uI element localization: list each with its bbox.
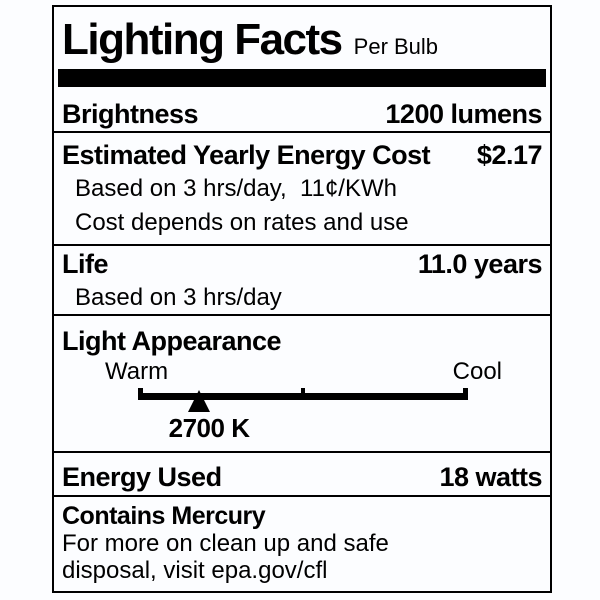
energy-used-label: Energy Used	[62, 462, 222, 492]
warm-label: Warm	[105, 358, 169, 385]
energy-cost-basis-note: Based on 3 hrs/day, 11¢/KWh	[75, 175, 397, 202]
mercury-heading: Contains Mercury	[62, 502, 266, 530]
energy-cost-label: Estimated Yearly Energy Cost	[62, 140, 431, 170]
energy-cost-disclaimer-note: Cost depends on rates and use	[75, 209, 409, 236]
title-separator-bar	[58, 69, 546, 87]
kelvin-value: 2700 K	[168, 413, 250, 443]
energy-used-row: Energy Used 18 watts	[54, 463, 550, 491]
color-temperature-scale: 2700 K	[54, 385, 550, 451]
kelvin-marker-triangle-icon	[188, 390, 211, 412]
divider	[54, 451, 550, 453]
energy-used-value: 18 watts	[439, 462, 542, 492]
mercury-note-line2: disposal, visit epa.gov/cfl	[62, 557, 328, 584]
life-label: Life	[62, 249, 109, 279]
divider	[54, 314, 550, 316]
brightness-label: Brightness	[62, 99, 199, 129]
scale-tick-middle	[301, 388, 305, 400]
light-appearance-row: Light Appearance	[54, 327, 550, 355]
light-appearance-label: Light Appearance	[62, 326, 282, 356]
life-basis-note: Based on 3 hrs/day	[75, 284, 282, 311]
mercury-section: Contains Mercury For more on clean up an…	[54, 502, 550, 585]
brightness-row: Brightness 1200 lumens	[54, 100, 550, 128]
life-value: 11.0 years	[417, 249, 543, 279]
energy-cost-value: $2.17	[476, 140, 543, 170]
warm-cool-labels: Warm Cool	[54, 359, 550, 385]
mercury-note-line1: For more on clean up and safe	[62, 530, 389, 557]
scale-tick-left	[138, 388, 143, 400]
divider	[54, 244, 550, 246]
page-title: Lighting Facts	[62, 15, 343, 64]
energy-cost-row: Estimated Yearly Energy Cost $2.17	[54, 141, 550, 169]
cool-label: Cool	[452, 358, 502, 385]
divider	[54, 131, 550, 133]
lighting-facts-label: Lighting Facts Per Bulb Brightness 1200 …	[52, 5, 552, 593]
brightness-value: 1200 lumens	[385, 99, 542, 129]
per-bulb-subtitle: Per Bulb	[353, 34, 439, 59]
divider	[54, 495, 550, 497]
life-row: Life 11.0 years	[54, 250, 550, 278]
scale-tick-right	[463, 388, 468, 400]
title-row: Lighting Facts Per Bulb	[54, 7, 550, 63]
